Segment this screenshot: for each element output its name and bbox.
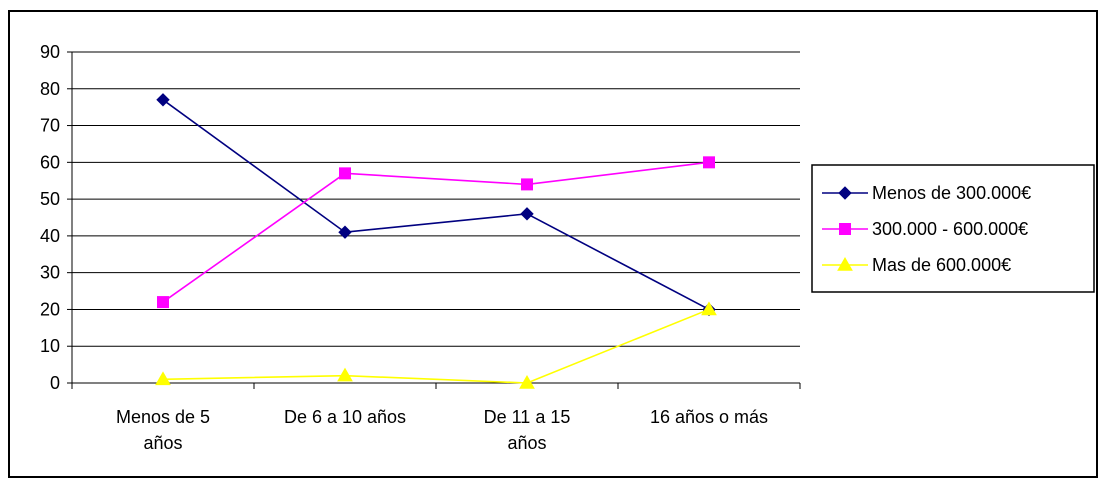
legend: Menos de 300.000€ 300.000 - 600.000€ Mas d… <box>811 164 1095 293</box>
series-line <box>162 99 710 311</box>
y-tick-label: 90 <box>40 42 60 62</box>
x-tick-label: 16 años o más <box>650 407 768 427</box>
axes: 0 10 20 30 40 50 60 70 80 90 Menos de 5 años De 6 a … <box>40 42 801 453</box>
data-point <box>338 225 352 239</box>
data-point <box>519 374 535 389</box>
data-point <box>701 301 717 316</box>
legend-label: 300.000 - 600.000€ <box>872 219 1028 239</box>
data-point <box>157 296 169 309</box>
series-lines <box>155 93 717 389</box>
data-point <box>156 93 170 107</box>
y-tick-label: 50 <box>40 189 60 209</box>
legend-label: Mas de 600.000€ <box>872 255 1011 275</box>
x-tick-label: De 6 a 10 años <box>284 407 406 427</box>
gridlines <box>72 51 800 347</box>
data-point <box>521 178 533 191</box>
data-point <box>337 367 353 382</box>
y-tick-label: 10 <box>40 336 60 356</box>
y-tick-label: 20 <box>40 299 60 319</box>
x-tick-label: Menos de 5 años <box>116 407 210 453</box>
y-tick-label: 80 <box>40 79 60 99</box>
x-tick-label: De 11 a 15 años <box>484 407 571 453</box>
legend-marker <box>839 223 851 235</box>
series-line <box>162 161 710 303</box>
legend-label: Menos de 300.000€ <box>872 183 1031 203</box>
y-tick-label: 30 <box>40 263 60 283</box>
data-point <box>339 167 351 180</box>
y-tick-label: 40 <box>40 226 60 246</box>
y-tick-label: 0 <box>50 373 60 393</box>
y-tick-label: 60 <box>40 152 60 172</box>
legend-marker <box>837 256 853 271</box>
series-line <box>162 308 710 384</box>
data-point <box>155 371 171 386</box>
data-point <box>520 207 534 221</box>
legend-marker <box>838 186 852 200</box>
y-tick-label: 70 <box>40 116 60 136</box>
data-point <box>703 156 715 169</box>
